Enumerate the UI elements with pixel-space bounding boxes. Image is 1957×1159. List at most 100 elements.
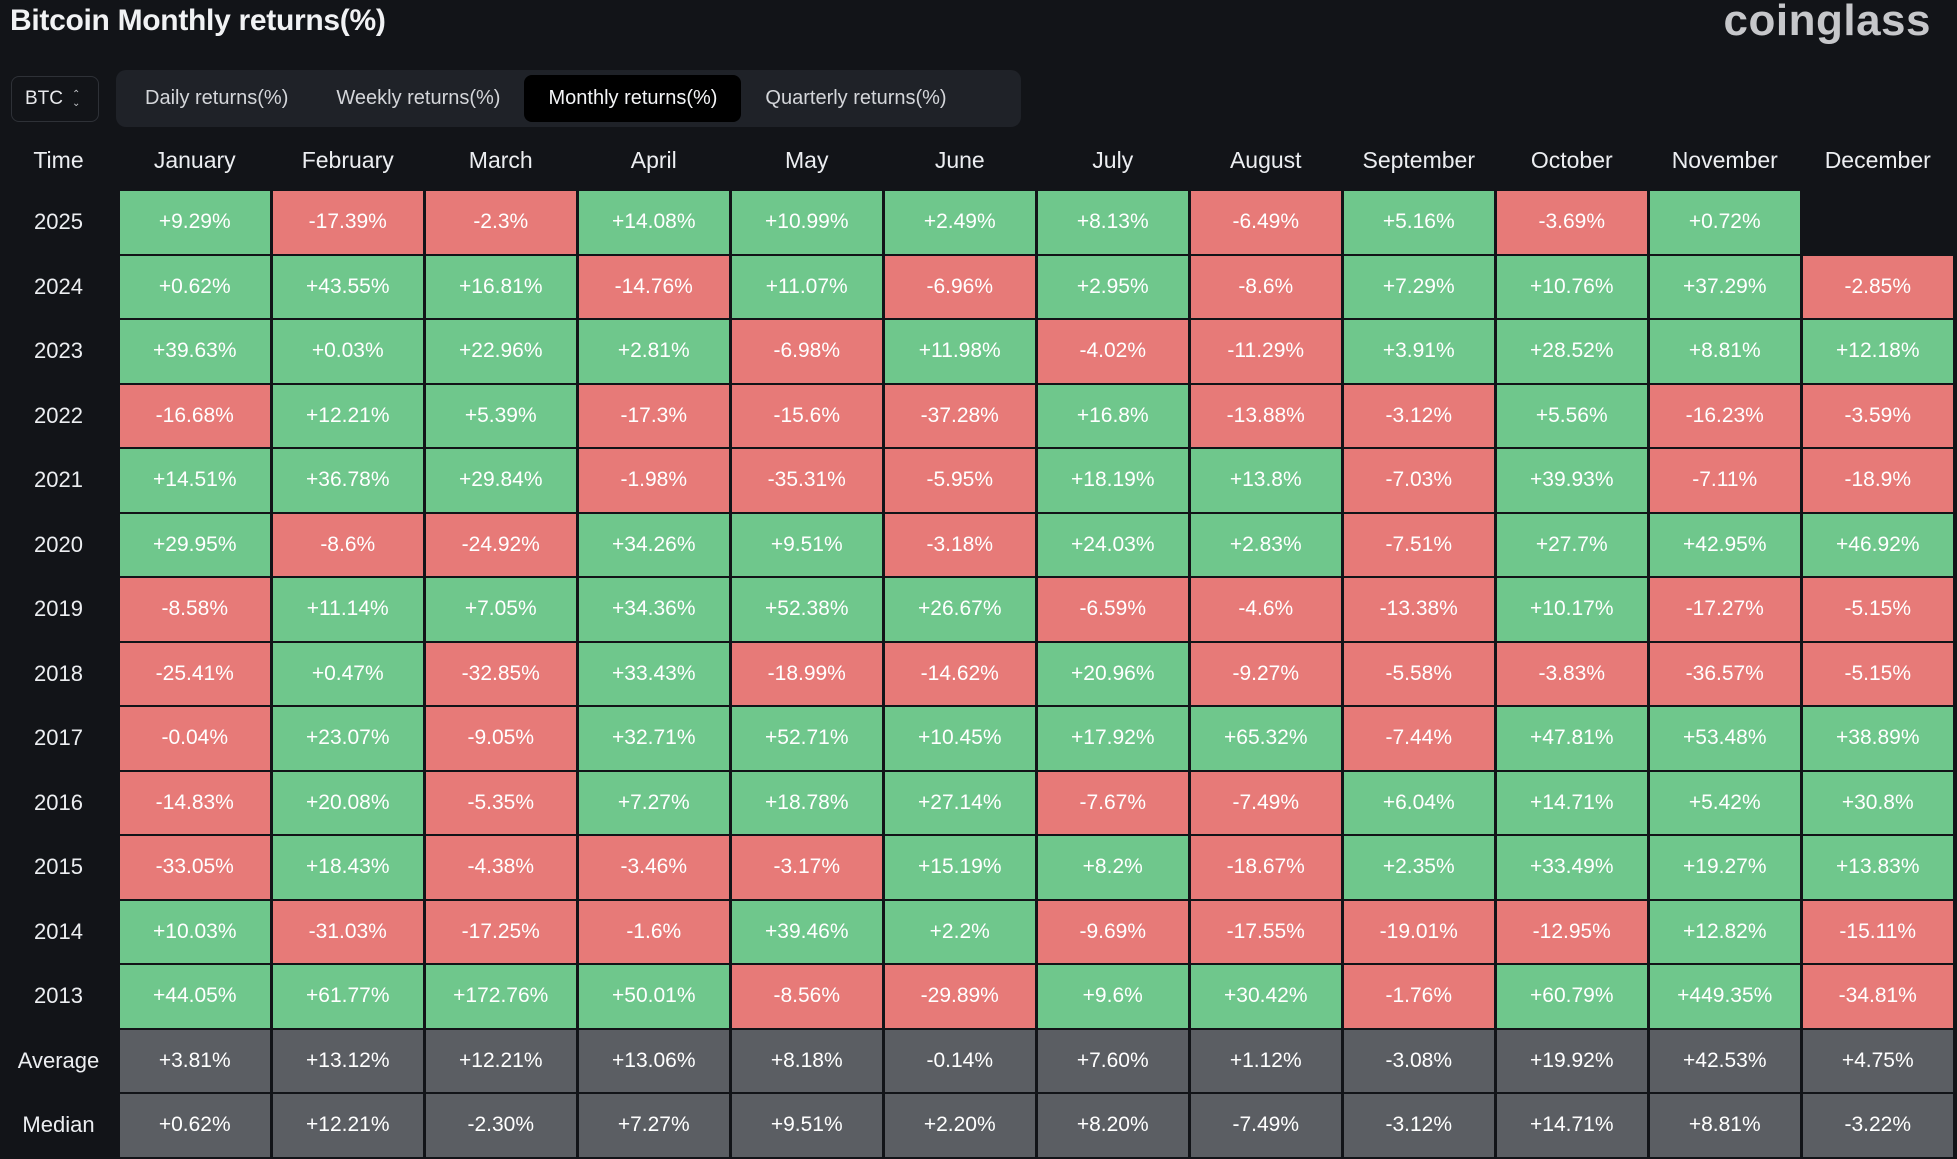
return-cell: +3.91%: [1343, 320, 1494, 383]
empty-cell: [1803, 191, 1954, 254]
return-cell: -4.02%: [1037, 320, 1188, 383]
return-cell: -15.6%: [731, 384, 882, 447]
return-cell: +38.89%: [1802, 707, 1953, 770]
return-cell: -7.11%: [1649, 449, 1800, 512]
row-label-year: 2013: [34, 983, 83, 1009]
row-label-year: 2016: [34, 789, 83, 815]
return-cell: +16.81%: [425, 255, 576, 318]
column-header-month: February: [301, 146, 394, 173]
return-cell: -3.18%: [884, 513, 1035, 576]
return-cell: +15.19%: [884, 836, 1035, 899]
stat-cell: +9.51%: [731, 1094, 882, 1157]
stat-cell: +12.21%: [425, 1029, 576, 1092]
column-header-month: September: [1362, 146, 1475, 173]
tab-daily-returns[interactable]: Daily returns(%): [145, 87, 289, 109]
column-header-month: October: [1530, 146, 1613, 173]
return-cell: +39.46%: [731, 900, 882, 963]
return-cell: +61.77%: [272, 965, 423, 1028]
return-cell: +172.76%: [425, 965, 576, 1028]
return-cell: +44.05%: [119, 965, 270, 1028]
return-cell: +29.95%: [119, 513, 270, 576]
tab-quarterly-returns[interactable]: Quarterly returns(%): [765, 87, 947, 109]
return-cell: +22.96%: [425, 320, 576, 383]
return-cell: +5.16%: [1343, 191, 1494, 254]
row-label-year: 2023: [34, 338, 83, 364]
return-cell: -4.38%: [425, 836, 576, 899]
return-cell: -3.59%: [1802, 384, 1953, 447]
return-cell: -13.88%: [1190, 384, 1341, 447]
return-cell: +29.84%: [425, 449, 576, 512]
return-cell: +6.04%: [1343, 771, 1494, 834]
return-cell: +2.95%: [1037, 255, 1188, 318]
return-cell: +60.79%: [1496, 965, 1647, 1028]
return-cell: +23.07%: [272, 707, 423, 770]
return-cell: -1.6%: [578, 900, 729, 963]
return-cell: -17.55%: [1190, 900, 1341, 963]
return-cell: -34.81%: [1802, 965, 1953, 1028]
return-cell: -3.46%: [578, 836, 729, 899]
return-cell: +52.38%: [731, 578, 882, 641]
return-cell: +18.78%: [731, 771, 882, 834]
return-cell: -6.59%: [1037, 578, 1188, 641]
row-label-year: 2024: [34, 273, 83, 299]
stat-cell: +12.21%: [272, 1094, 423, 1157]
tab-weekly-returns[interactable]: Weekly returns(%): [336, 87, 501, 109]
return-period-tabs: Daily returns(%) Weekly returns(%) Month…: [116, 70, 1021, 127]
asset-select[interactable]: BTC ⌃ ⌄: [11, 76, 99, 122]
return-cell: +9.29%: [119, 191, 270, 254]
return-cell: -9.69%: [1037, 900, 1188, 963]
return-cell: +47.81%: [1496, 707, 1647, 770]
return-cell: +18.43%: [272, 836, 423, 899]
return-cell: +27.14%: [884, 771, 1035, 834]
return-cell: -3.83%: [1496, 642, 1647, 705]
return-cell: +14.51%: [119, 449, 270, 512]
return-cell: -17.25%: [425, 900, 576, 963]
row-label-year: 2014: [34, 918, 83, 944]
return-cell: -14.83%: [119, 771, 270, 834]
return-cell: -5.15%: [1802, 578, 1953, 641]
return-cell: +7.27%: [578, 771, 729, 834]
column-header-month: December: [1824, 146, 1931, 173]
coinglass-logo: coinglass: [1723, 0, 1931, 45]
stat-cell: -3.08%: [1343, 1029, 1494, 1092]
row-label-stat: Average: [17, 1047, 100, 1073]
return-cell: +449.35%: [1649, 965, 1800, 1028]
return-cell: -17.3%: [578, 384, 729, 447]
return-cell: +2.2%: [884, 900, 1035, 963]
return-cell: +43.55%: [272, 255, 423, 318]
row-label-year: 2019: [34, 596, 83, 622]
returns-table: Time January February March April May June July…: [0, 131, 1953, 1157]
stat-cell: -7.49%: [1190, 1094, 1341, 1157]
return-cell: -12.95%: [1496, 900, 1647, 963]
return-cell: +16.8%: [1037, 384, 1188, 447]
stat-cell: +3.81%: [119, 1029, 270, 1092]
return-cell: +26.67%: [884, 578, 1035, 641]
return-cell: +52.71%: [731, 707, 882, 770]
stat-cell: +13.06%: [578, 1029, 729, 1092]
return-cell: +8.81%: [1649, 320, 1800, 383]
row-label-year: 2015: [34, 854, 83, 880]
tab-monthly-returns[interactable]: Monthly returns(%): [524, 75, 742, 122]
return-cell: -33.05%: [119, 836, 270, 899]
return-cell: -5.95%: [884, 449, 1035, 512]
return-cell: +28.52%: [1496, 320, 1647, 383]
return-cell: -6.96%: [884, 255, 1035, 318]
stat-cell: +13.12%: [272, 1029, 423, 1092]
return-cell: +2.49%: [884, 191, 1035, 254]
row-label-year: 2025: [34, 209, 83, 235]
stat-cell: +1.12%: [1190, 1029, 1341, 1092]
return-cell: +2.81%: [578, 320, 729, 383]
row-label-year: 2021: [34, 467, 83, 493]
stat-cell: +7.60%: [1037, 1029, 1188, 1092]
return-cell: -16.68%: [119, 384, 270, 447]
column-header-month: June: [934, 146, 985, 173]
stat-cell: +2.20%: [884, 1094, 1035, 1157]
return-cell: +9.6%: [1037, 965, 1188, 1028]
return-cell: -11.29%: [1190, 320, 1341, 383]
return-cell: +36.78%: [272, 449, 423, 512]
return-cell: +10.45%: [884, 707, 1035, 770]
column-header-month: July: [1092, 146, 1134, 173]
return-cell: -36.57%: [1649, 642, 1800, 705]
stat-cell: -0.14%: [884, 1029, 1035, 1092]
return-cell: +33.49%: [1496, 836, 1647, 899]
